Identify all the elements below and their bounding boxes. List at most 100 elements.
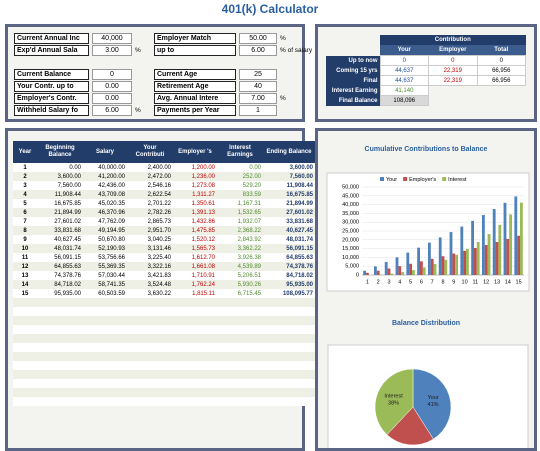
summary-column: Your: [380, 45, 429, 56]
pie-slice: [374, 368, 414, 436]
column-header: Ending Balance: [263, 141, 315, 163]
table-cell: 1,520.12: [191, 236, 215, 243]
table-cell: 0.00: [69, 164, 81, 171]
table-row: 15 95,935.00 60,503.59 3,630.22 1,815.11 6,71…: [13, 289, 315, 298]
input-value: 0: [92, 69, 132, 80]
table-cell: 16,675.85: [54, 200, 81, 207]
y-tick-label: 25,000: [342, 228, 359, 234]
input-value: 50.00: [239, 33, 277, 44]
pie-slice: [386, 406, 434, 446]
table-cell: 3,225.40: [147, 254, 171, 261]
x-tick-label: 9: [452, 279, 455, 285]
blank-cell: [326, 45, 380, 56]
input-label: Employer's Contr.: [14, 93, 89, 104]
column-header: Salary: [83, 141, 127, 163]
input-unit: %: [280, 95, 286, 102]
bar: [427, 242, 431, 275]
bar: [373, 266, 377, 275]
empty-cell: [13, 352, 315, 361]
input-label: Withheld Salary fo: [14, 105, 89, 116]
table-cell: 5,930.26: [237, 281, 261, 288]
blank-cell: [326, 35, 380, 45]
bar: [406, 252, 410, 275]
summary-column: Employer: [428, 45, 477, 56]
input-value: 0.00: [92, 93, 132, 104]
bar: [495, 242, 499, 275]
summary-cell: 0: [476, 55, 526, 66]
table-cell: 252.00: [242, 173, 261, 180]
bar: [422, 267, 426, 275]
table-cell: 2: [23, 173, 27, 180]
y-tick-label: 0: [356, 272, 359, 278]
empty-row: [13, 316, 315, 325]
bar: [506, 238, 510, 275]
y-tick-label: 40,000: [342, 202, 359, 208]
table-cell: 1,565.73: [191, 245, 215, 252]
table-cell: 48,031.74: [54, 245, 81, 252]
empty-row: [13, 307, 315, 316]
bar: [417, 247, 420, 275]
table-cell: 40,000.00: [98, 164, 125, 171]
table-cell: 53,756.66: [98, 254, 125, 261]
table-cell: 74,378.76: [54, 272, 81, 279]
table-cell: 6,715.45: [237, 290, 261, 297]
table-row: 6 21,894.99 46,370.96 2,782.26 1,391.13 1,532…: [13, 208, 315, 217]
table-row: 14 84,718.02 58,741.35 3,524.48 1,762.24 5,93…: [13, 280, 315, 289]
input-label: Exp'd Annual Sala: [14, 45, 89, 56]
summary-cell: 22,319: [428, 75, 478, 86]
table-cell: 2,400.00: [147, 164, 171, 171]
y-tick-label: 30,000: [342, 220, 359, 226]
empty-row: [13, 298, 315, 307]
bar: [463, 250, 467, 275]
bar: [363, 270, 366, 275]
table-cell: 1,710.91: [191, 272, 215, 279]
table-cell: 3,040.25: [147, 236, 171, 243]
charts: Cumulative Contributions to Balance 0 5,00…: [326, 146, 530, 448]
bar: [376, 270, 380, 275]
bar: [384, 261, 388, 275]
y-tick-label: 50,000: [342, 184, 359, 190]
input-label: Your Contr. up to: [14, 81, 89, 92]
table-cell: 21,894.99: [54, 209, 81, 216]
x-tick-label: 6: [420, 279, 423, 285]
x-tick-label: 7: [431, 279, 434, 285]
x-tick-label: 3: [387, 279, 390, 285]
table-cell: 27,601.02: [54, 218, 81, 225]
legend-swatch: [403, 177, 408, 181]
bar: [514, 196, 518, 275]
table-row: 1 0.00 40,000.00 2,400.00 1,200.00 0.00 3,600.…: [13, 163, 315, 172]
table-cell: 2,843.92: [237, 236, 261, 243]
bar: [484, 245, 488, 275]
table-row: 13 74,378.76 57,030.44 3,421.83 1,710.91 5,20…: [13, 271, 315, 280]
bar: [476, 242, 480, 275]
table-cell: 27,601.02: [286, 209, 313, 216]
input-value: 6.00: [92, 105, 132, 116]
table-cell: 95,935.00: [54, 290, 81, 297]
table-cell: 56,091.15: [286, 245, 313, 252]
table-cell: 10: [21, 245, 29, 252]
table-cell: 3: [23, 182, 27, 189]
table-cell: 2,546.16: [147, 182, 171, 189]
bar: [401, 272, 405, 275]
table-cell: 11,908.44: [286, 182, 313, 189]
input-unit: %: [135, 47, 141, 54]
table-cell: 4,539.89: [237, 263, 261, 270]
table-row: 12 64,855.63 55,369.35 3,322.16 1,661.08 4,53…: [13, 262, 315, 271]
blank-cell: [429, 96, 478, 106]
table-cell: 45,020.35: [98, 200, 125, 207]
bar: [444, 259, 448, 275]
table-cell: 8: [23, 227, 27, 234]
x-tick-label: 4: [398, 279, 401, 285]
table-cell: 2,368.22: [237, 227, 261, 234]
bar: [503, 202, 507, 275]
x-tick-label: 2: [377, 279, 380, 285]
table-cell: 3,322.16: [147, 263, 171, 270]
page-title: 401(k) Calculator: [221, 2, 319, 16]
bar: [471, 220, 474, 275]
x-tick-label: 10: [462, 279, 468, 285]
bar: [517, 235, 521, 275]
summary-row: Final Balance 108,096: [326, 95, 526, 106]
bar: [487, 234, 491, 275]
table-cell: 3,630.22: [147, 290, 171, 297]
